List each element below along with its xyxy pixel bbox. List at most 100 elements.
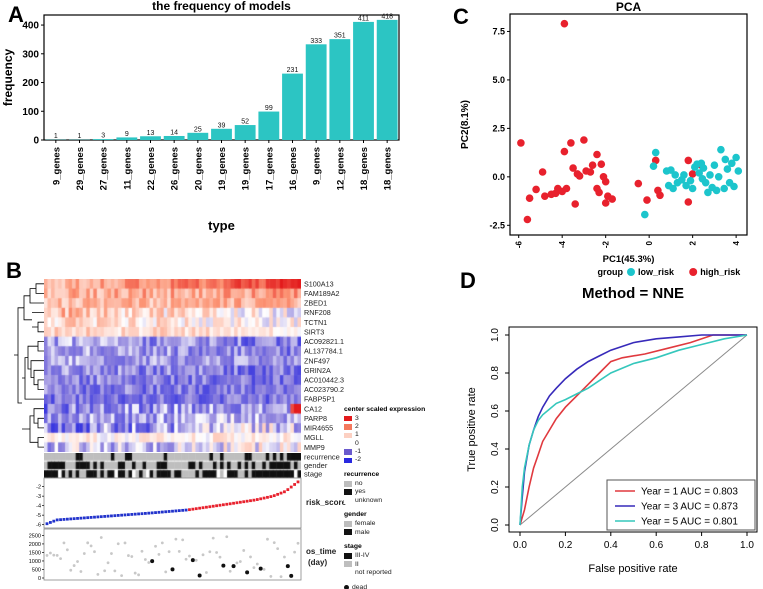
svg-text:CA12: CA12 [304,404,322,413]
svg-text:-6: -6 [36,523,41,529]
svg-text:14: 14 [170,129,178,136]
svg-text:AL137784.1: AL137784.1 [304,347,343,356]
svg-text:-2.5: -2.5 [489,220,505,230]
svg-text:351: 351 [334,33,346,40]
dot-dead [344,585,349,589]
svg-text:MGLL: MGLL [304,433,324,442]
heatmap-dendrogram [14,283,44,448]
svg-text:False positive rate: False positive rate [588,563,677,575]
svg-text:0.4: 0.4 [604,540,618,551]
svg-text:100: 100 [22,107,39,118]
svg-text:1.0: 1.0 [490,328,501,342]
legend-item-label: 3 [355,414,359,422]
legend-title: stage [344,543,362,551]
swatch-0 [344,440,352,447]
svg-text:gender: gender [304,461,328,470]
legend-item-label: dead [352,583,368,589]
svg-text:418: 418 [381,13,393,20]
svg-text:Year = 1 AUC = 0.803: Year = 1 AUC = 0.803 [641,487,738,498]
svg-text:-2: -2 [602,240,611,248]
svg-text:Year = 5 AUC = 0.801: Year = 5 AUC = 0.801 [641,517,738,528]
svg-text:(day): (day) [308,558,327,567]
svg-text:11_genes: 11_genes [122,147,133,190]
svg-text:99: 99 [265,105,273,112]
legend-item-label: 1 [355,431,359,439]
svg-text:SIRT3: SIRT3 [304,327,324,336]
svg-text:0: 0 [33,136,39,147]
svg-text:1000: 1000 [29,559,41,565]
swatch-1 [344,432,352,439]
svg-text:5.0: 5.0 [492,75,505,85]
svg-text:0.4: 0.4 [490,442,501,456]
legend-item: male [344,529,454,537]
svg-text:frequency: frequency [1,49,15,107]
roc-curve-plot: Method = NNE 0.0 0.2 0.4 0.6 0.8 1.0 0.0 0.2 0.4 0… [466,285,758,575]
heatmap-gene-labels: S100A13FAM189A2ZBED1RNF208TCTN1SIRT3AC09… [304,279,344,451]
svg-text:0.0: 0.0 [490,518,501,532]
svg-text:1: 1 [78,133,82,140]
svg-text:PARP8: PARP8 [304,414,327,423]
legend-item-label: 0 [355,439,359,447]
svg-text:7.5: 7.5 [492,26,505,36]
svg-text:22_genes: 22_genes [146,147,157,190]
legend-item: III-IV [344,552,454,560]
svg-text:3: 3 [101,133,105,140]
swatch--2 [344,457,352,464]
legend-item: unknown [344,497,454,505]
svg-text:ZNF497: ZNF497 [304,356,330,365]
svg-text:RNF208: RNF208 [304,308,331,317]
svg-text:stage: stage [304,470,322,479]
legend-recurrence: recurrence no yes unknown [344,471,454,504]
svg-text:2500: 2500 [29,533,41,539]
svg-text:4: 4 [732,240,741,245]
svg-text:200: 200 [22,78,39,89]
legend-title: recurrence [344,471,380,479]
svg-text:0.0: 0.0 [513,540,527,551]
svg-text:39: 39 [218,122,226,129]
svg-text:12_genes: 12_genes [335,147,346,190]
svg-text:16_genes: 16_genes [288,147,299,190]
svg-text:low_risk: low_risk [638,267,675,277]
svg-text:300: 300 [22,49,39,60]
svg-text:MIR4655: MIR4655 [304,424,333,433]
svg-text:26_genes: 26_genes [170,147,181,190]
svg-text:PCA: PCA [616,0,642,14]
svg-text:PC2(8.1%): PC2(8.1%) [460,100,471,149]
svg-text:0.0: 0.0 [492,172,505,182]
legend-item: yes [344,488,454,496]
swatch-male [344,529,352,536]
svg-text:17_genes: 17_genes [264,147,275,190]
legend-item: 2 [344,423,454,431]
svg-text:AC023790.2: AC023790.2 [304,385,344,394]
svg-text:0.6: 0.6 [490,404,501,418]
swatch-not-reported [344,569,352,576]
legend-item-label: not reported [355,568,392,576]
svg-text:0.8: 0.8 [695,540,709,551]
svg-text:25: 25 [194,126,202,133]
svg-text:-3: -3 [36,494,41,500]
legend-item-label: -1 [355,448,362,456]
svg-text:1: 1 [54,133,58,140]
svg-text:type: type [208,218,235,233]
swatch-2 [344,424,352,430]
risk-score-and-os-time-strips: -2 -3 -4 -5 -6 risk_score 0 500 1000 1500 2000 2500… [29,477,347,582]
svg-text:411: 411 [358,15,369,22]
svg-text:231: 231 [287,67,299,74]
swatch-no [344,480,352,487]
svg-text:52: 52 [241,119,249,126]
legend-item: not reported [344,569,454,577]
legend-center-scaled-expression: center scaled expression 3 2 1 0 -1 -2 [344,406,454,464]
swatch-3 [344,415,352,422]
legend-item: 0 [344,440,454,448]
swatch-III-IV [344,553,352,560]
svg-text:FABP5P1: FABP5P1 [304,395,335,404]
swatch--1 [344,449,352,455]
svg-text:risk_score: risk_score [306,498,347,507]
svg-text:ZBED1: ZBED1 [304,299,327,308]
legend-item: female [344,520,454,528]
svg-text:FAM189A2: FAM189A2 [304,289,340,298]
svg-text:0.6: 0.6 [649,540,663,551]
pca-series-low_risk [641,145,743,219]
roc-curve-Year=5 [519,334,748,526]
